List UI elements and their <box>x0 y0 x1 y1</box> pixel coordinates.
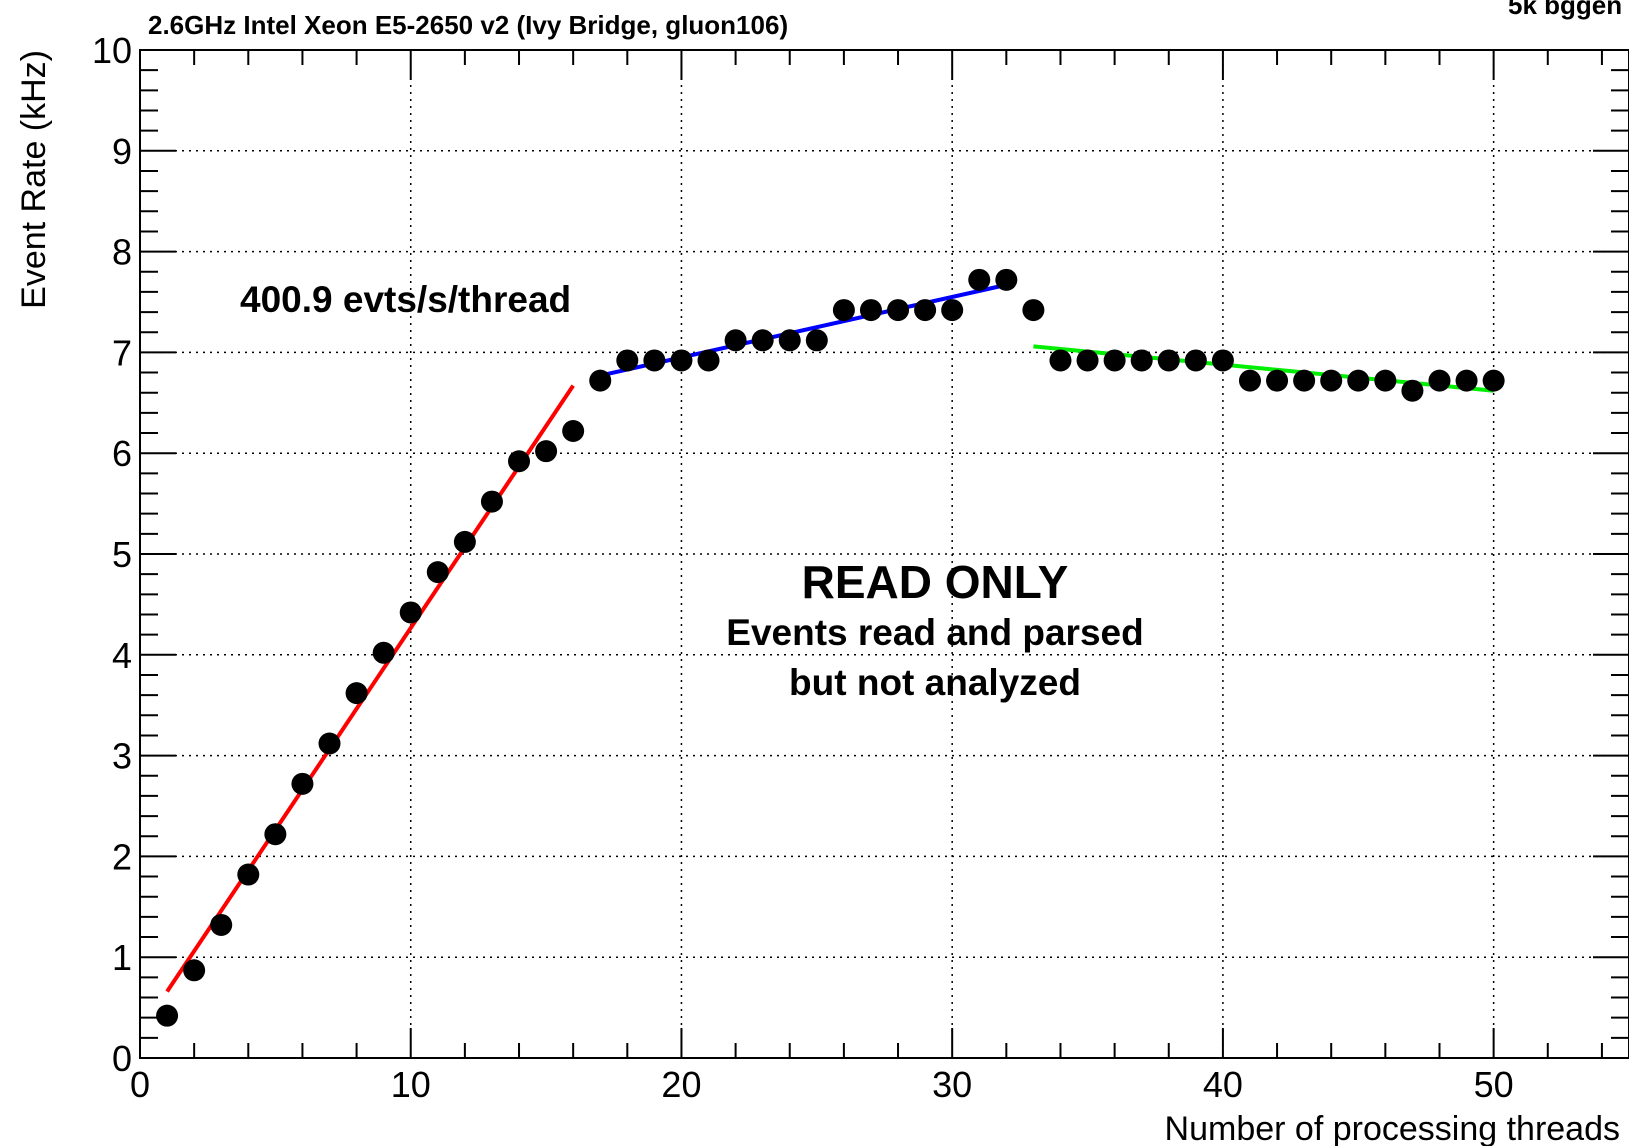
data-point <box>156 1004 179 1027</box>
data-point <box>589 369 612 392</box>
data-point <box>670 349 693 372</box>
data-point <box>778 329 801 352</box>
data-point <box>697 349 720 372</box>
y-tick-label: 8 <box>112 232 132 273</box>
data-point <box>1266 369 1289 392</box>
y-tick-label: 1 <box>112 937 132 978</box>
data-point <box>1320 369 1343 392</box>
data-point <box>1401 379 1424 402</box>
data-point <box>562 420 585 443</box>
data-point <box>1238 369 1261 392</box>
data-point <box>1455 369 1478 392</box>
fit-line-2 <box>599 282 1007 378</box>
data-point <box>210 913 233 936</box>
read-only-heading: READ ONLY <box>802 556 1069 608</box>
y-tick-label: 5 <box>112 534 132 575</box>
data-point <box>1076 349 1099 372</box>
x-tick-label: 50 <box>1474 1064 1514 1105</box>
data-point <box>616 349 639 372</box>
data-point <box>1482 369 1505 392</box>
data-point <box>643 349 666 372</box>
data-point <box>1293 369 1316 392</box>
y-tick-label: 3 <box>112 736 132 777</box>
x-axis-title: Number of processing threads <box>1165 1110 1620 1146</box>
data-point <box>453 530 476 553</box>
rate-annotation: 400.9 evts/s/thread <box>240 279 571 320</box>
data-points <box>156 268 1505 1027</box>
data-point <box>887 299 910 322</box>
data-point <box>1049 349 1072 372</box>
data-point <box>941 299 964 322</box>
data-point <box>345 682 368 705</box>
data-point <box>183 959 206 982</box>
x-tick-label: 30 <box>932 1064 972 1105</box>
data-point <box>1184 349 1207 372</box>
grid-lines <box>140 50 1629 1058</box>
tick-labels: 0 10 20 30 40 50 0 1 2 3 4 5 6 7 8 9 10 <box>92 30 1514 1105</box>
y-tick-label: 0 <box>112 1038 132 1079</box>
data-point <box>535 440 558 463</box>
fit-line-1 <box>165 384 575 993</box>
data-point <box>1428 369 1451 392</box>
data-point <box>751 329 774 352</box>
x-tick-label: 20 <box>661 1064 701 1105</box>
x-tick-label: 10 <box>391 1064 431 1105</box>
data-point <box>859 299 882 322</box>
data-point <box>724 329 747 352</box>
data-point <box>995 268 1018 291</box>
y-axis-title: Event Rate (kHz) <box>15 50 53 309</box>
data-point <box>237 863 260 886</box>
data-point <box>1103 349 1126 372</box>
data-point <box>372 641 395 664</box>
data-point <box>968 268 991 291</box>
data-point <box>291 772 314 795</box>
data-point <box>318 732 341 755</box>
annotation-line-1: Events read and parsed <box>726 612 1143 653</box>
corner-label: 5k bggen <box>1508 0 1622 20</box>
data-point <box>1374 369 1397 392</box>
y-tick-label: 7 <box>112 332 132 373</box>
x-tick-label: 0 <box>130 1064 150 1105</box>
x-tick-label: 40 <box>1203 1064 1243 1105</box>
data-point <box>399 601 422 624</box>
y-tick-label: 2 <box>112 836 132 877</box>
y-tick-label: 10 <box>92 30 132 71</box>
y-tick-label: 6 <box>112 433 132 474</box>
data-point <box>508 450 531 473</box>
data-point <box>914 299 937 322</box>
plot-frame <box>139 49 1629 1059</box>
data-point <box>1347 369 1370 392</box>
y-tick-label: 9 <box>112 131 132 172</box>
data-point <box>480 490 503 513</box>
chart-title: 2.6GHz Intel Xeon E5-2650 v2 (Ivy Bridge… <box>148 10 788 40</box>
data-point <box>1130 349 1153 372</box>
data-point <box>805 329 828 352</box>
data-point <box>1211 349 1234 372</box>
data-point <box>264 823 287 846</box>
data-point <box>426 561 449 584</box>
data-point <box>1022 299 1045 322</box>
data-point <box>1157 349 1180 372</box>
data-point <box>832 299 855 322</box>
annotation-line-2: but not analyzed <box>789 662 1081 703</box>
y-tick-label: 4 <box>112 635 132 676</box>
